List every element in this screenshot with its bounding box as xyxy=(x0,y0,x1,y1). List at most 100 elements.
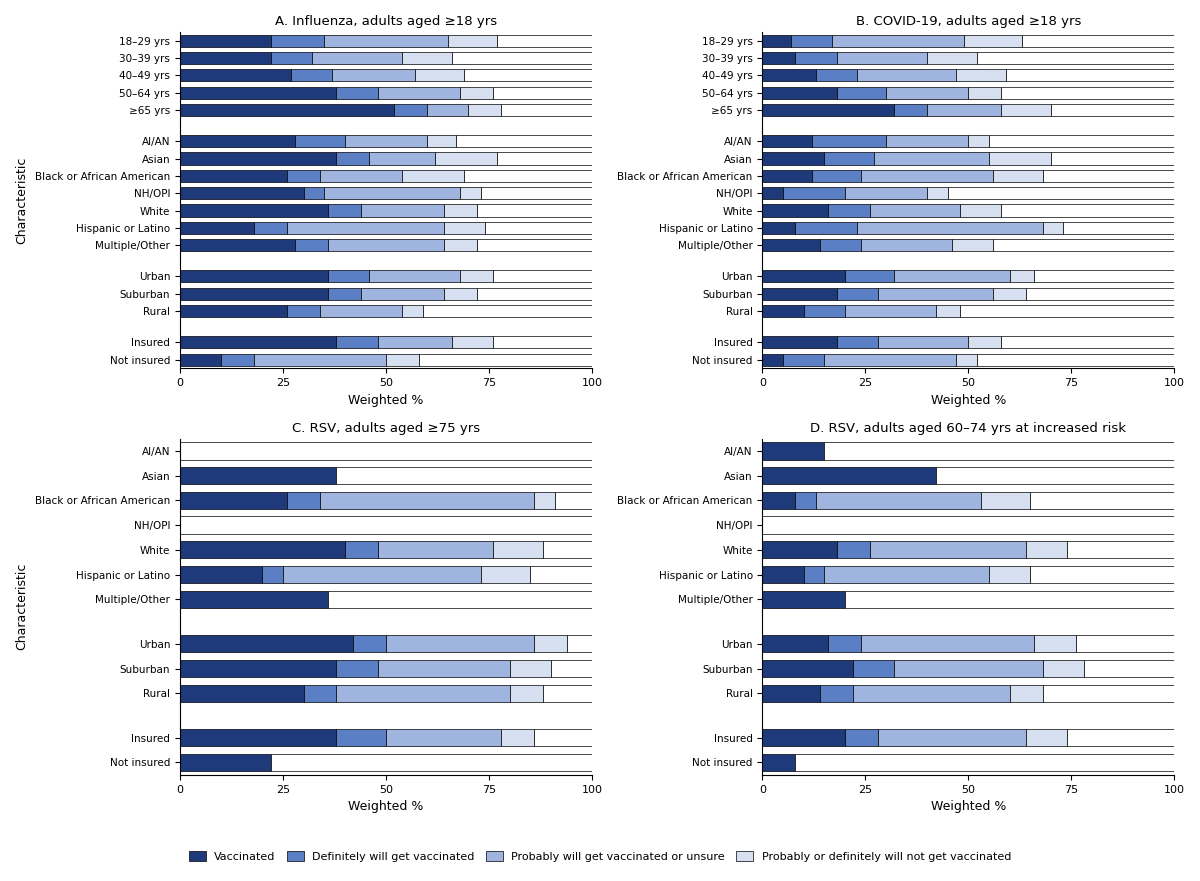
Bar xyxy=(762,516,1175,534)
Bar xyxy=(845,305,936,317)
Bar xyxy=(481,187,592,199)
Bar xyxy=(180,660,336,677)
Bar xyxy=(965,34,1022,47)
Bar xyxy=(287,170,320,181)
Bar xyxy=(762,239,820,251)
Bar xyxy=(180,337,336,348)
Bar xyxy=(989,152,1051,165)
Bar xyxy=(936,305,960,317)
Bar xyxy=(402,170,464,181)
Bar xyxy=(828,635,862,653)
Bar xyxy=(336,337,378,348)
Bar xyxy=(762,660,853,677)
Bar xyxy=(320,170,402,181)
Bar xyxy=(180,52,270,64)
Bar xyxy=(1034,635,1075,653)
Bar xyxy=(312,52,402,64)
Bar xyxy=(386,729,502,746)
Bar xyxy=(444,239,476,251)
Bar xyxy=(820,685,853,702)
Bar xyxy=(836,337,878,348)
Bar xyxy=(336,86,378,99)
Bar xyxy=(762,541,836,559)
Bar xyxy=(968,135,989,147)
Bar xyxy=(948,187,1175,199)
Bar xyxy=(824,152,874,165)
Bar xyxy=(542,541,592,559)
Bar xyxy=(180,288,329,300)
Bar xyxy=(894,104,928,116)
Bar xyxy=(295,239,329,251)
Bar xyxy=(361,204,444,217)
Bar xyxy=(824,442,1175,460)
Bar xyxy=(1043,222,1063,234)
Bar xyxy=(791,34,833,47)
Bar xyxy=(542,685,592,702)
Bar xyxy=(444,288,476,300)
Bar xyxy=(452,52,592,64)
Bar xyxy=(180,135,295,147)
Bar xyxy=(568,635,592,653)
Legend: Vaccinated, Definitely will get vaccinated, Probably will get vaccinated or unsu: Vaccinated, Definitely will get vaccinat… xyxy=(185,847,1015,867)
Bar xyxy=(870,541,1026,559)
Bar xyxy=(762,52,796,64)
Bar xyxy=(180,187,304,199)
Bar xyxy=(762,635,828,653)
Bar xyxy=(816,492,980,509)
Bar xyxy=(977,52,1175,64)
Bar xyxy=(796,754,1175,771)
Title: A. Influenza, adults aged ≥18 yrs: A. Influenza, adults aged ≥18 yrs xyxy=(275,15,497,28)
Bar xyxy=(762,685,820,702)
Bar xyxy=(180,635,353,653)
Bar xyxy=(862,239,952,251)
Bar xyxy=(762,337,836,348)
Bar xyxy=(1075,635,1175,653)
Bar xyxy=(460,187,481,199)
Bar xyxy=(361,288,444,300)
Bar xyxy=(497,34,592,47)
Bar xyxy=(762,754,796,771)
Title: B. COVID-19, adults aged ≥18 yrs: B. COVID-19, adults aged ≥18 yrs xyxy=(856,15,1081,28)
Bar xyxy=(502,104,592,116)
Bar xyxy=(862,635,1034,653)
Bar xyxy=(502,729,534,746)
Bar xyxy=(386,635,534,653)
Bar xyxy=(254,353,386,366)
Bar xyxy=(1043,660,1084,677)
Bar xyxy=(968,86,1002,99)
Bar xyxy=(862,170,994,181)
Bar xyxy=(452,337,493,348)
Bar xyxy=(1026,541,1067,559)
Bar xyxy=(180,566,263,583)
Bar xyxy=(857,70,956,81)
Bar xyxy=(180,729,336,746)
Bar xyxy=(336,685,510,702)
Bar xyxy=(1026,288,1175,300)
Bar xyxy=(980,492,1031,509)
Bar xyxy=(415,70,464,81)
Bar xyxy=(295,135,344,147)
Bar xyxy=(1034,270,1175,283)
Bar xyxy=(180,170,287,181)
Bar xyxy=(180,70,292,81)
X-axis label: Weighted %: Weighted % xyxy=(348,394,424,406)
Bar xyxy=(1006,70,1175,81)
Bar xyxy=(836,52,928,64)
Bar xyxy=(845,729,878,746)
Bar xyxy=(1043,685,1175,702)
Bar xyxy=(180,754,270,771)
Bar xyxy=(534,635,568,653)
Bar xyxy=(1009,685,1043,702)
Bar xyxy=(424,305,592,317)
Bar xyxy=(762,204,828,217)
Bar xyxy=(956,353,977,366)
Bar xyxy=(796,222,857,234)
Bar xyxy=(336,467,592,485)
Bar xyxy=(329,239,444,251)
Bar xyxy=(270,754,592,771)
Bar xyxy=(320,492,534,509)
Bar xyxy=(762,270,845,283)
Bar xyxy=(812,170,862,181)
Bar xyxy=(493,541,542,559)
Bar xyxy=(784,187,845,199)
